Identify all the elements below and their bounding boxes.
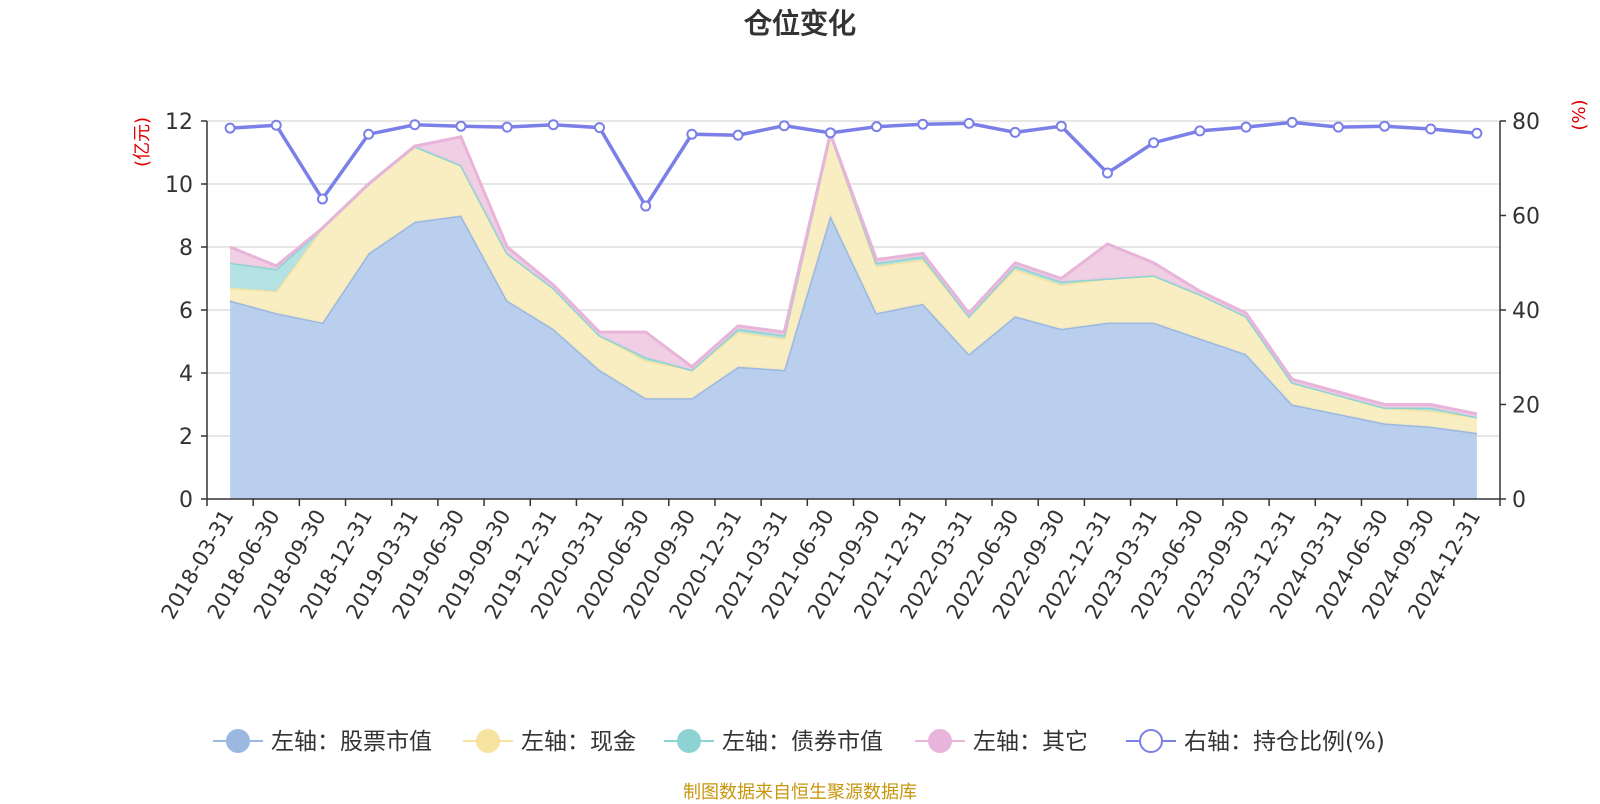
- ratio-point: [594, 122, 606, 134]
- right-tick-label: 0: [1512, 488, 1526, 513]
- right-tick-label: 60: [1512, 205, 1540, 230]
- legend-item-3[interactable]: 左轴：债券市值: [664, 729, 883, 755]
- area-series-1: [230, 215, 1477, 499]
- legend-item-5[interactable]: 右轴：持仓比例(%): [1126, 729, 1385, 755]
- left-tick-label: 10: [165, 173, 193, 198]
- legend-marker: [476, 729, 500, 753]
- data-source-footer: 制图数据来自恒生聚源数据库: [683, 782, 917, 803]
- ratio-point: [1332, 121, 1344, 133]
- ratio-point: [871, 121, 883, 133]
- ratio-point: [640, 200, 652, 212]
- ratio-point: [686, 128, 698, 140]
- legend-item-4[interactable]: 左轴：其它: [915, 729, 1088, 755]
- right-tick-label: 40: [1512, 299, 1540, 324]
- legend-marker: [677, 729, 701, 753]
- ratio-line: [224, 116, 1483, 212]
- legend[interactable]: 左轴：股票市值 左轴：现金 左轴：债券市值 左轴：其它 右轴：持仓比例(%): [213, 729, 1385, 755]
- right-tick-label: 80: [1512, 110, 1540, 135]
- ratio-point: [1194, 125, 1206, 137]
- legend-label: 左轴：现金: [521, 729, 636, 755]
- right-axis-unit-label: (%): [1569, 99, 1590, 130]
- ratio-point: [1425, 123, 1437, 135]
- ratio-point: [316, 193, 328, 205]
- ratio-point: [1101, 167, 1113, 179]
- left-tick-label: 4: [179, 362, 193, 387]
- ratio-point: [547, 119, 559, 131]
- legend-marker: [1139, 729, 1163, 753]
- chart-title: 仓位变化: [743, 7, 856, 40]
- ratio-point: [824, 127, 836, 139]
- legend-label: 左轴：其它: [973, 729, 1088, 755]
- ratio-point: [455, 120, 467, 132]
- right-tick-label: 20: [1512, 394, 1540, 419]
- left-tick-label: 6: [179, 299, 193, 324]
- ratio-point: [363, 128, 375, 140]
- ratio-point: [1055, 120, 1067, 132]
- ratio-point: [917, 118, 929, 130]
- ratio-point: [224, 122, 236, 134]
- legend-marker: [928, 729, 952, 753]
- ratio-point: [409, 119, 421, 131]
- left-tick-label: 0: [179, 488, 193, 513]
- legend-label: 左轴：债券市值: [722, 729, 883, 755]
- legend-marker: [226, 729, 250, 753]
- legend-item-1[interactable]: 左轴：股票市值: [213, 729, 432, 755]
- ratio-point: [1286, 116, 1298, 128]
- left-tick-label: 12: [165, 110, 193, 135]
- ratio-point: [501, 121, 513, 133]
- ratio-point: [1471, 127, 1483, 139]
- ratio-point: [1148, 137, 1160, 149]
- ratio-point: [1240, 121, 1252, 133]
- ratio-point: [270, 119, 282, 131]
- ratio-point: [1009, 126, 1021, 138]
- stacked-areas: [229, 128, 1478, 499]
- ratio-point: [732, 129, 744, 141]
- legend-label: 左轴：股票市值: [271, 729, 432, 755]
- legend-label: 右轴：持仓比例(%): [1184, 729, 1385, 755]
- legend-item-2[interactable]: 左轴：现金: [463, 729, 636, 755]
- ratio-point: [963, 117, 975, 129]
- left-axis-unit-label: (亿元): [132, 117, 153, 167]
- ratio-point: [778, 120, 790, 132]
- left-tick-label: 8: [179, 236, 193, 261]
- ratio-line-path: [229, 120, 1478, 210]
- area-edge-series-4: [229, 128, 1478, 416]
- area-series-2: [230, 133, 1477, 433]
- left-tick-label: 2: [179, 425, 193, 450]
- ratio-point: [1379, 120, 1391, 132]
